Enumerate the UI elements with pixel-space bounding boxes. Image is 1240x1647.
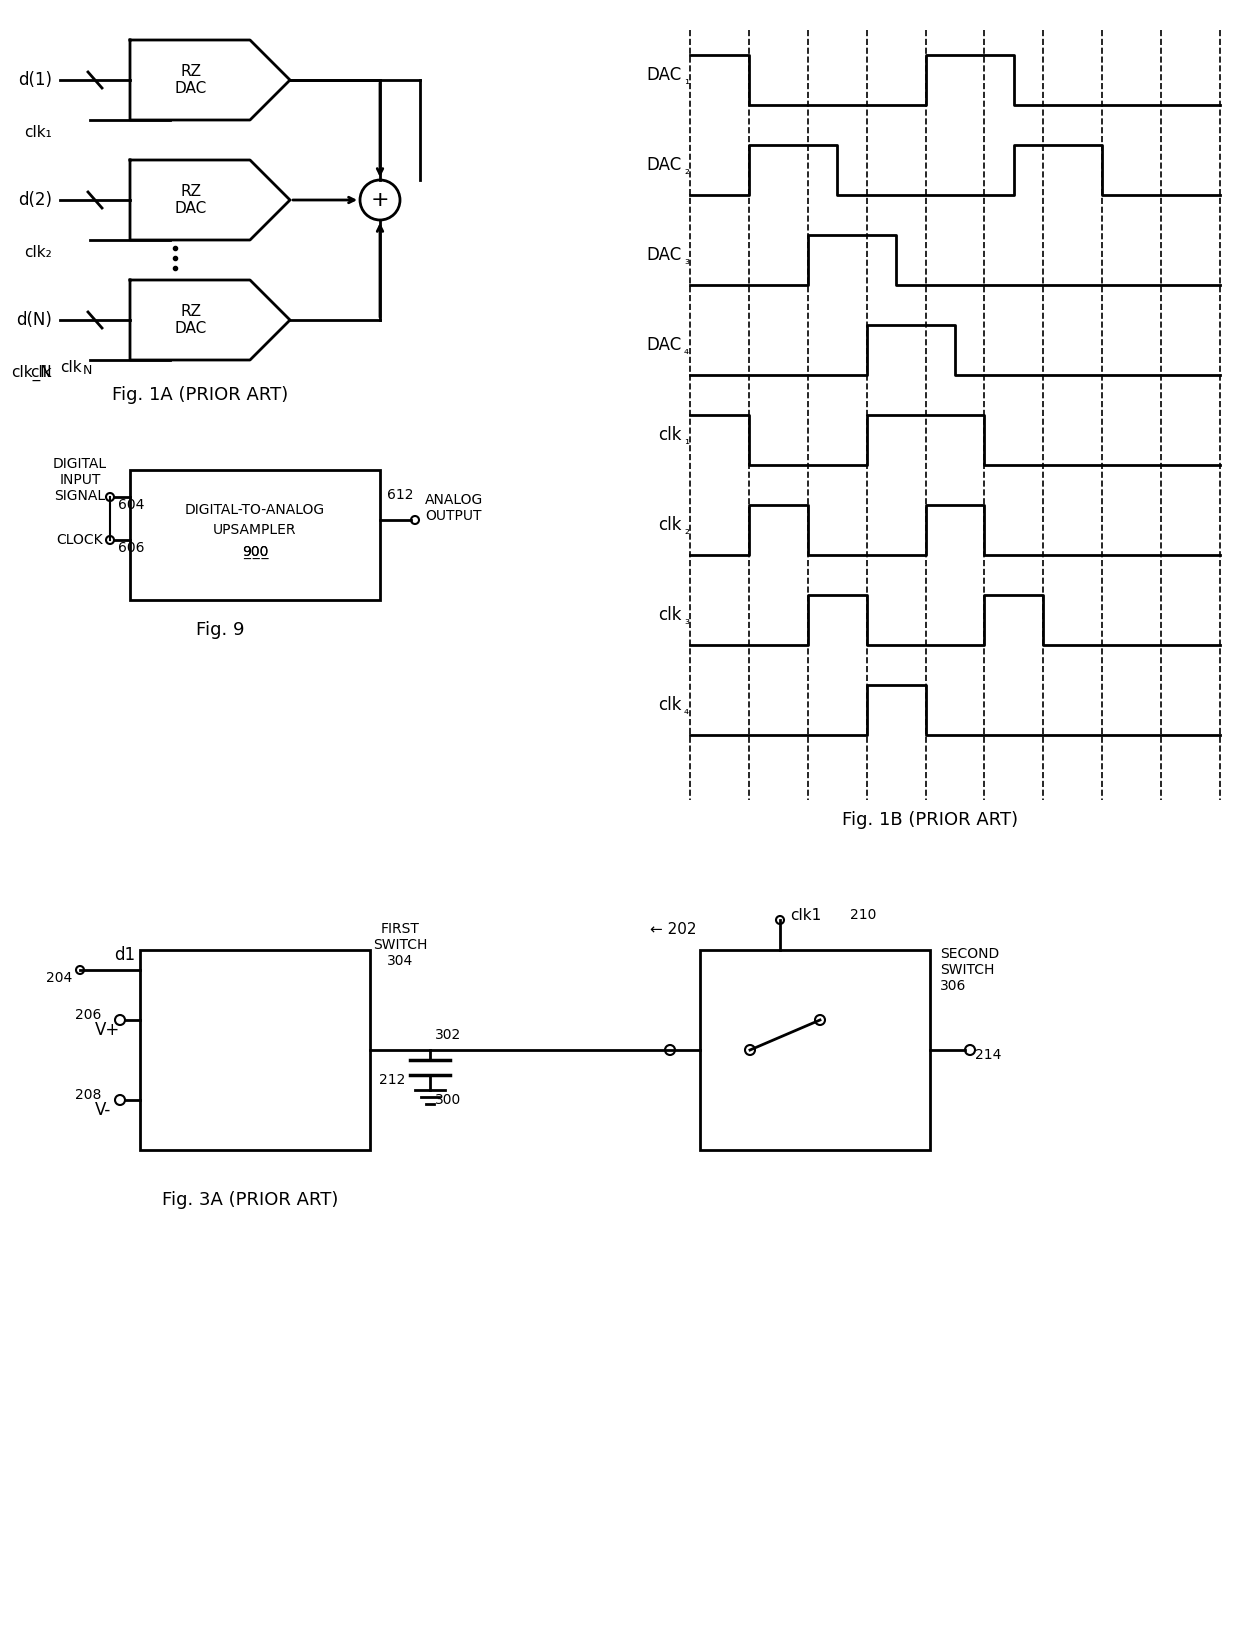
Text: clk: clk — [658, 606, 682, 624]
Text: 606: 606 — [118, 540, 145, 555]
Text: 612: 612 — [387, 488, 413, 502]
Text: d(1): d(1) — [19, 71, 52, 89]
Text: 208: 208 — [74, 1089, 102, 1102]
Text: 210: 210 — [849, 907, 877, 922]
Text: UPSAMPLER: UPSAMPLER — [213, 524, 296, 537]
Text: clk: clk — [658, 427, 682, 445]
Text: clk₁: clk₁ — [25, 125, 52, 140]
Text: ₃: ₃ — [684, 255, 689, 267]
Text: 9̲0̲0̲: 9̲0̲0̲ — [242, 545, 268, 558]
Text: 204: 204 — [46, 972, 72, 985]
Text: DAC: DAC — [647, 156, 682, 175]
Text: V+: V+ — [95, 1021, 120, 1039]
Text: DIGITAL
INPUT
SIGNAL: DIGITAL INPUT SIGNAL — [53, 456, 107, 504]
Text: Fig. 9: Fig. 9 — [196, 621, 244, 639]
Text: V-: V- — [95, 1100, 112, 1118]
Text: ← 202: ← 202 — [650, 922, 697, 937]
Text: FIRST
SWITCH
304: FIRST SWITCH 304 — [373, 922, 428, 968]
Text: Fig. 3A (PRIOR ART): Fig. 3A (PRIOR ART) — [161, 1191, 339, 1209]
Text: 302: 302 — [435, 1028, 461, 1043]
Text: ₁: ₁ — [684, 74, 689, 87]
Text: RZ
DAC: RZ DAC — [175, 303, 207, 336]
Text: SECOND
SWITCH
306: SECOND SWITCH 306 — [940, 947, 999, 993]
Text: d1: d1 — [114, 945, 135, 963]
Text: d(2): d(2) — [19, 191, 52, 209]
Text: DAC: DAC — [647, 245, 682, 264]
Text: clk1: clk1 — [790, 907, 821, 922]
Text: 300: 300 — [435, 1094, 461, 1107]
Bar — [130, 469, 379, 600]
Text: Fig. 1B (PRIOR ART): Fig. 1B (PRIOR ART) — [842, 810, 1018, 828]
Text: clk_N: clk_N — [11, 366, 52, 380]
Text: DAC: DAC — [647, 66, 682, 84]
Text: ₁: ₁ — [684, 435, 689, 448]
Text: d(N): d(N) — [16, 311, 52, 329]
Text: clk: clk — [658, 516, 682, 534]
Text: +: + — [371, 189, 389, 211]
Text: CLOCK: CLOCK — [57, 534, 103, 547]
Bar — [701, 950, 930, 1150]
Text: ₂: ₂ — [684, 524, 689, 537]
Text: 604: 604 — [118, 497, 144, 512]
Text: N: N — [83, 364, 92, 377]
Text: 212: 212 — [378, 1072, 405, 1087]
Text: 206: 206 — [74, 1008, 102, 1023]
Text: DAC: DAC — [647, 336, 682, 354]
Text: ₄: ₄ — [684, 705, 689, 718]
Text: ₄: ₄ — [684, 344, 689, 357]
Text: clk: clk — [30, 366, 52, 380]
Text: RZ
DAC: RZ DAC — [175, 184, 207, 216]
Text: ₃: ₃ — [684, 614, 689, 628]
Text: RZ
DAC: RZ DAC — [175, 64, 207, 96]
Text: clk₂: clk₂ — [25, 245, 52, 260]
Text: Fig. 1A (PRIOR ART): Fig. 1A (PRIOR ART) — [112, 385, 288, 404]
Text: ANALOG
OUTPUT: ANALOG OUTPUT — [425, 492, 484, 524]
Text: 900: 900 — [242, 545, 268, 558]
Text: clk: clk — [658, 697, 682, 715]
Bar — [140, 950, 370, 1150]
Text: DIGITAL-TO-ANALOG: DIGITAL-TO-ANALOG — [185, 502, 325, 517]
Text: ₂: ₂ — [684, 165, 689, 178]
Text: clk: clk — [61, 359, 82, 374]
Text: 214: 214 — [975, 1047, 1002, 1062]
